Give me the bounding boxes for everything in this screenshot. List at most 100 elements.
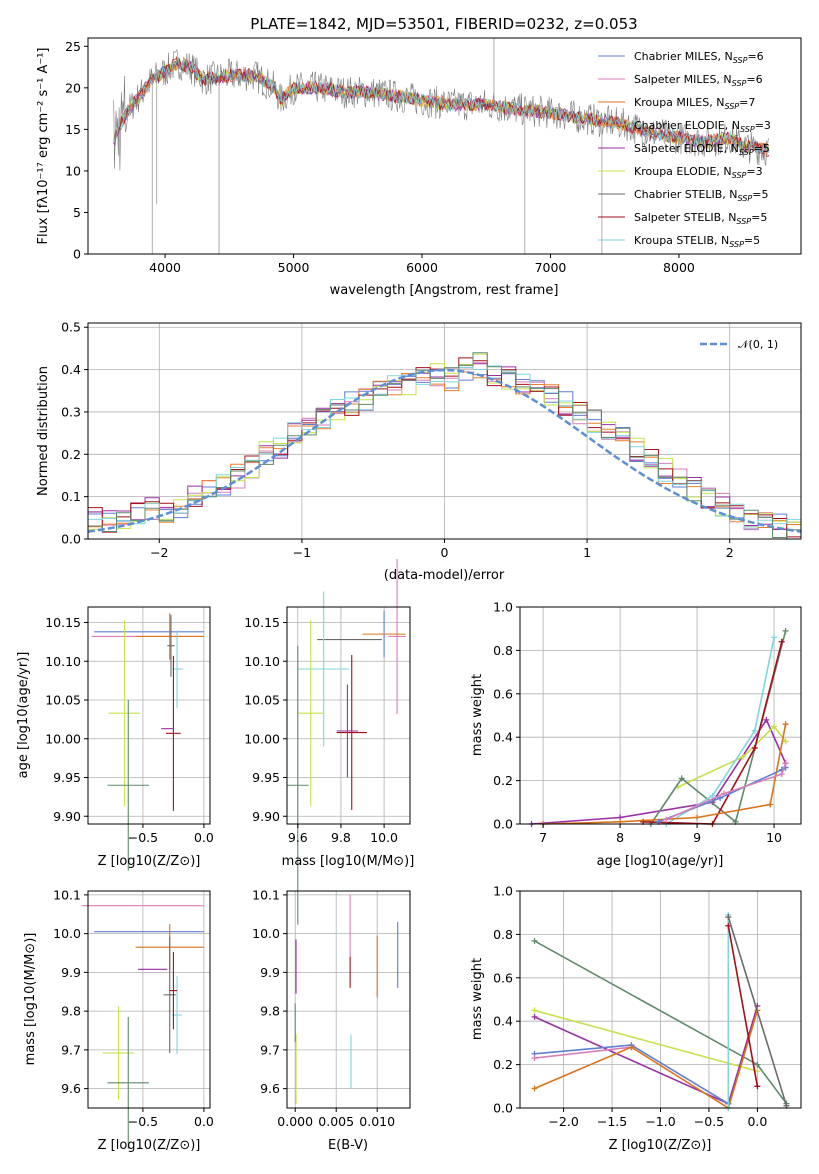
x-tick-label: −2.0	[548, 1114, 578, 1129]
spectrum-ylabel: Flux [fλ10⁻¹⁷ erg cm⁻² s⁻¹ A⁻¹]	[36, 48, 51, 245]
legend-label: Kroupa STELIB, NSSP=5	[634, 234, 760, 249]
histogram-panel: −2 −1 0 1 2 0.0 0.1 0.2 0.3 0.4 0.5 (data-model)/e…	[36, 320, 802, 583]
y-tick-label: 0.6	[493, 686, 513, 701]
y-tick-label: 9.6	[61, 1081, 81, 1096]
y-tick-label: 10.1	[53, 887, 81, 902]
y-tick-label: 9.6	[260, 1081, 280, 1096]
age-vs-mass-xlabel: mass [log10(M/M⊙)]	[282, 854, 415, 869]
mass-vs-Z-frame	[87, 890, 211, 1109]
y-tick-label: 9.8	[260, 1004, 280, 1019]
x-tick-label: 9.6	[288, 830, 308, 845]
mass-weight-marker	[709, 792, 716, 799]
mass-vs-Z-ylabel: mass [log10(M/M⊙)]	[23, 933, 38, 1066]
x-tick-label: 0.005	[318, 1114, 354, 1129]
mass-weight-vs-Z-xlabel: Z [log10(Z/Z⊙)]	[609, 1138, 712, 1153]
mass-vs-EBV-panel: 0.000 0.005 0.010 9.6 9.7 9.8 9.9 10.0 10.1 E(B-…	[252, 887, 411, 1153]
x-tick-label: −2	[150, 545, 168, 560]
mass-weight-line	[727, 916, 788, 1107]
legend-label: Chabrier ELODIE, NSSP=3	[634, 119, 771, 134]
mass-weight-line	[534, 1009, 758, 1072]
mass-weight-marker	[751, 745, 758, 752]
mass-vs-EBV-xlabel: E(B-V)	[328, 1138, 368, 1153]
y-tick-label: 0.2	[493, 773, 513, 788]
y-tick-label: 9.9	[260, 965, 280, 980]
x-tick-label: 0.000	[277, 1114, 313, 1129]
legend-label: Salpeter MILES, NSSP=6	[634, 73, 763, 88]
mass-weight-marker	[782, 760, 789, 767]
y-tick-label: 10.05	[45, 693, 81, 708]
mass-weight-marker	[663, 816, 670, 823]
x-tick-label: 8	[616, 830, 624, 845]
y-tick-label: 10.0	[252, 926, 280, 941]
mass-weight-marker	[531, 1055, 538, 1062]
model-spectrum-line	[113, 55, 770, 157]
y-tick-label: 0.2	[61, 447, 81, 462]
y-tick-label: 10.00	[244, 731, 280, 746]
x-tick-label: 9.8	[331, 830, 351, 845]
mass-weight-marker	[531, 937, 538, 944]
x-tick-label: −0.5	[128, 1114, 158, 1129]
mass-weight-line	[643, 641, 783, 825]
x-tick-label: 4000	[149, 260, 181, 275]
mass-weight-marker	[767, 801, 774, 808]
mass-weight-marker	[721, 790, 728, 797]
age-vs-Z-ylabel: age [log10(age/yr)]	[16, 652, 31, 779]
age-vs-Z-xlabel: Z [log10(Z/Z⊙)]	[98, 854, 201, 869]
y-tick-label: 0	[73, 247, 81, 262]
y-tick-label: 9.7	[61, 1042, 81, 1057]
y-tick-label: 0.6	[493, 970, 513, 985]
y-tick-label: 0.4	[493, 730, 513, 745]
mass-weight-marker	[778, 638, 785, 645]
y-tick-label: 1.0	[493, 600, 513, 615]
y-tick-label: 25	[65, 39, 81, 54]
normal-curve	[87, 368, 802, 533]
spectrum-frame	[87, 37, 802, 255]
age-vs-Z-frame	[87, 606, 211, 825]
legend-label: Salpeter ELODIE, NSSP=5	[634, 142, 770, 157]
y-tick-label: 9.9	[61, 965, 81, 980]
y-tick-label: 0.5	[61, 320, 81, 335]
age-vs-mass-panel: 9.6 9.8 10.0 9.90 9.95 10.00 10.05 10.10 10.15 m…	[244, 558, 415, 925]
mass-weight-marker	[531, 1085, 538, 1092]
x-tick-label: −1	[293, 545, 311, 560]
mass-weight-marker	[763, 716, 770, 723]
mass-vs-EBV-frame	[286, 890, 411, 1109]
mass-weight-line	[727, 925, 759, 1087]
mass-weight-marker	[725, 914, 732, 921]
mass-weight-marker	[754, 1061, 761, 1068]
x-tick-label: 5000	[278, 260, 310, 275]
x-tick-label: 0.0	[747, 1114, 767, 1129]
y-tick-label: 0.0	[493, 1101, 513, 1116]
y-tick-label: 9.90	[53, 809, 81, 824]
y-tick-label: 15	[65, 122, 81, 137]
y-tick-label: 0.0	[493, 817, 513, 832]
x-tick-label: 8000	[663, 260, 695, 275]
x-tick-label: −0.5	[694, 1114, 724, 1129]
y-tick-label: 9.8	[61, 1004, 81, 1019]
x-tick-label: 2	[726, 545, 734, 560]
mass-weight-vs-age-panel: 7 8 9 10 0.0 0.2 0.4 0.6 0.8 1.0 age [log10(age/y…	[470, 600, 802, 869]
mass-weight-marker	[740, 753, 747, 760]
y-tick-label: 0.8	[493, 643, 513, 658]
y-tick-label: 0.2	[493, 1057, 513, 1072]
mass-weight-vs-Z-panel: −2.0 −1.5 −1.0 −0.5 0.0 0.0 0.2 0.4 0.6 0.8 1.0 Z …	[470, 884, 802, 1153]
histogram-ylabel: Normed distribution	[36, 366, 51, 496]
y-tick-label: 0.0	[61, 532, 81, 547]
mass-weight-vs-age-frame	[519, 606, 802, 825]
mass-weight-marker	[628, 1044, 635, 1051]
x-tick-label: 6000	[406, 260, 438, 275]
y-tick-label: 10.05	[244, 693, 280, 708]
y-tick-label: 10.15	[244, 615, 280, 630]
x-tick-label: 0	[441, 545, 449, 560]
mass-weight-marker	[782, 738, 789, 745]
mass-weight-marker	[771, 723, 778, 730]
y-tick-label: 10.00	[45, 731, 81, 746]
mass-vs-Z-xlabel: Z [log10(Z/Z⊙)]	[98, 1138, 201, 1153]
mass-weight-marker	[531, 1007, 538, 1014]
figure-title: PLATE=1842, MJD=53501, FIBERID=0232, z=0…	[250, 15, 637, 33]
model-spectrum-line	[113, 57, 770, 155]
mass-weight-marker	[782, 627, 789, 634]
y-tick-label: 0.4	[61, 362, 81, 377]
mass-weight-marker	[531, 1013, 538, 1020]
